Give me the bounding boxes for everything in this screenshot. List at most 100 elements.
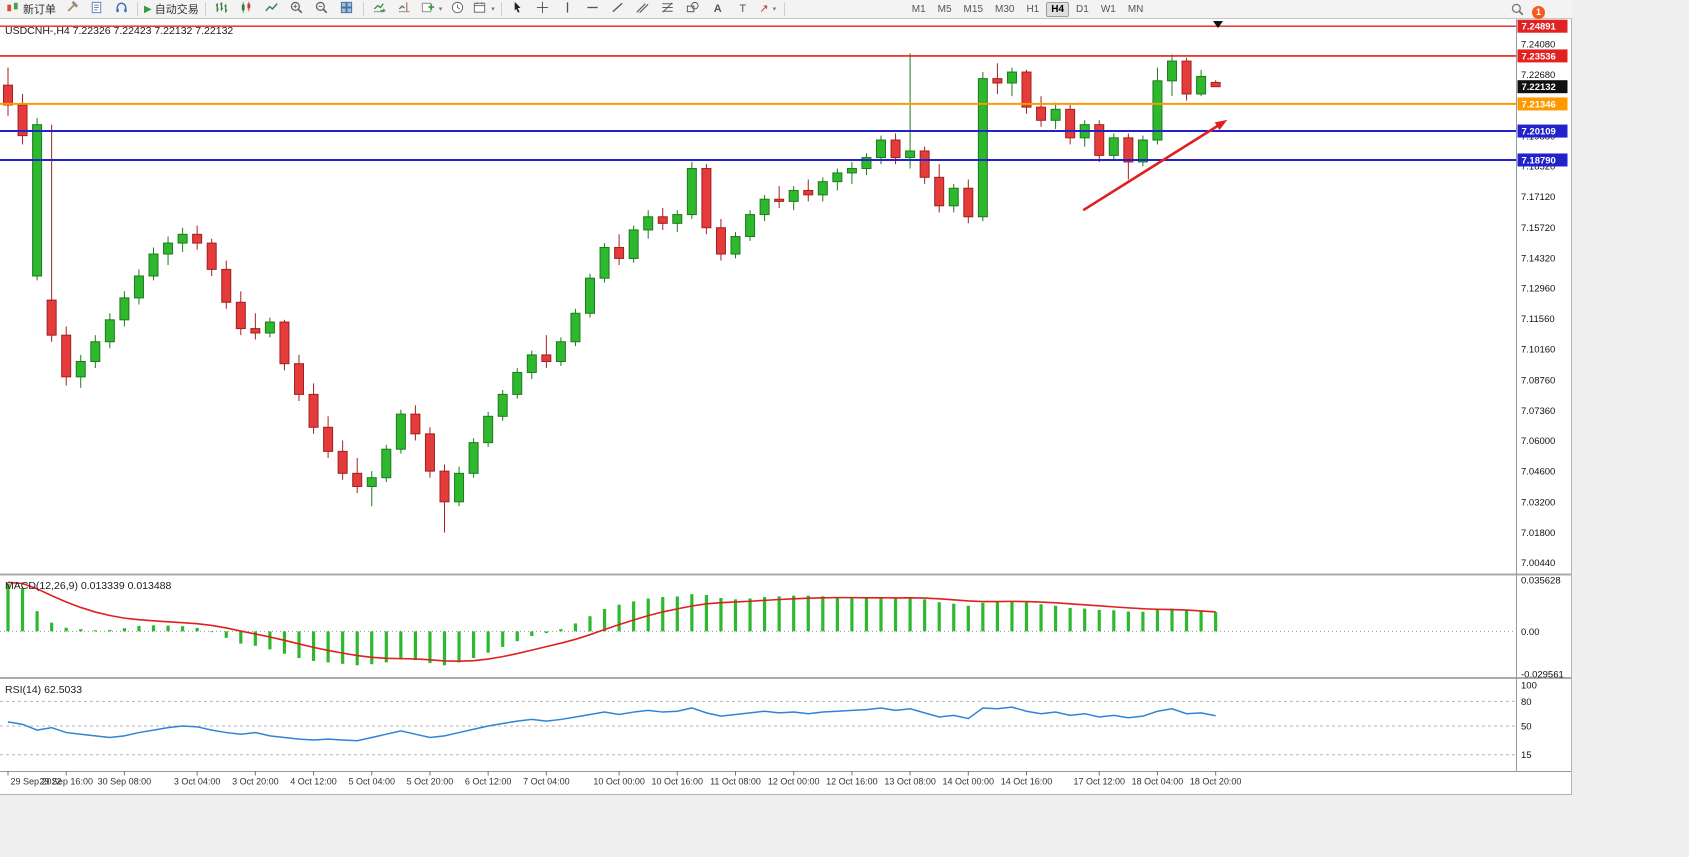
new-order-button[interactable]: 新订单 (3, 1, 58, 18)
svg-text:5 Oct 20:00: 5 Oct 20:00 (407, 777, 454, 787)
hammer-button[interactable] (59, 0, 83, 18)
headset-button[interactable] (109, 1, 133, 18)
timeframe-M1[interactable]: M1 (911, 3, 926, 15)
new-chart-icon (420, 0, 435, 18)
timeframe-M15[interactable]: M15 (963, 3, 983, 15)
svg-text:50: 50 (1521, 722, 1532, 733)
notification-badge[interactable]: 1 (1532, 5, 1545, 19)
svg-text:7.18790: 7.18790 (1522, 155, 1556, 166)
svg-text:4 Oct 12:00: 4 Oct 12:00 (290, 777, 337, 787)
toolbar-right: 1 (1510, 2, 1545, 22)
clock-button[interactable] (445, 1, 469, 18)
svg-text:7.17120: 7.17120 (1521, 192, 1555, 203)
bars-chart-icon (214, 0, 229, 18)
timeframe-H1[interactable]: H1 (1026, 3, 1040, 15)
svg-text:15: 15 (1521, 750, 1532, 761)
chevron-down-icon: ▾ (438, 6, 443, 13)
svg-text:18 Oct 04:00: 18 Oct 04:00 (1132, 777, 1184, 787)
calendar-button[interactable]: ▾ (470, 1, 497, 18)
trendline-icon (610, 0, 625, 18)
svg-text:7.08760: 7.08760 (1521, 375, 1555, 386)
chart-shift-icon (397, 0, 412, 18)
auto-scroll-button[interactable] (368, 1, 392, 18)
svg-text:29 Sep 16:00: 29 Sep 16:00 (39, 777, 93, 787)
svg-text:13 Oct 08:00: 13 Oct 08:00 (884, 777, 936, 787)
shapes-button[interactable] (681, 1, 705, 18)
pane-separators[interactable] (0, 19, 1571, 772)
svg-text:14 Oct 00:00: 14 Oct 00:00 (943, 777, 995, 787)
chart-canvas[interactable]: 7.240807.226807.212807.198807.185207.171… (0, 19, 1571, 794)
arrow-annotation[interactable] (1082, 119, 1228, 212)
autotrading-label: 自动交易 (154, 4, 199, 16)
search-icon[interactable] (1510, 2, 1525, 22)
candlestick-chart-icon (239, 0, 254, 18)
arrows-button[interactable]: ↗ ▾ (756, 1, 780, 18)
channel-button[interactable] (631, 1, 655, 18)
clipboard-button[interactable] (84, 1, 108, 18)
timeframe-D1[interactable]: D1 (1076, 3, 1089, 15)
timeframe-H4[interactable]: H4 (1046, 1, 1070, 17)
price-axis[interactable]: 7.240807.226807.212807.198807.185207.171… (1517, 19, 1568, 762)
toolbar-separator (362, 2, 364, 16)
clock-icon (450, 0, 465, 18)
zoom-out-button[interactable] (310, 1, 334, 18)
price-badge: 7.21346 (1517, 97, 1568, 111)
svg-text:5 Oct 04:00: 5 Oct 04:00 (348, 777, 395, 787)
timeframe-M30[interactable]: M30 (995, 3, 1015, 15)
svg-text:7.06000: 7.06000 (1521, 436, 1555, 447)
svg-text:7.24080: 7.24080 (1521, 39, 1555, 50)
toolbar-separator (500, 2, 502, 16)
line-chart-button[interactable] (260, 1, 284, 18)
trendline-button[interactable] (606, 1, 630, 18)
clipboard-icon (89, 0, 104, 18)
candles-layer (3, 53, 1221, 533)
svg-text:17 Oct 12:00: 17 Oct 12:00 (1073, 777, 1125, 787)
cursor-button[interactable] (506, 1, 530, 18)
crosshair-button[interactable] (531, 1, 555, 18)
text-button[interactable]: A (706, 1, 730, 18)
vertical-line-icon (560, 0, 575, 18)
svg-text:7.20109: 7.20109 (1522, 127, 1556, 138)
hammer-icon (64, 0, 79, 18)
svg-text:12 Oct 16:00: 12 Oct 16:00 (826, 777, 878, 787)
rsi-label: RSI(14) 62.5033 (5, 684, 82, 696)
timeframe-M5[interactable]: M5 (937, 3, 952, 15)
toolbar: 新订单 ▶ 自动交易 ▾ ▾ A T ↗ ▾ M1 M5 M15 M30 H1 H4 D1 W1… (0, 0, 1572, 19)
svg-text:29 Sep 2022: 29 Sep 2022 (10, 777, 61, 787)
symbol-info: USDCNH-,H4 7.22326 7.22423 7.22132 7.221… (5, 25, 233, 37)
price-badge: 7.22132 (1517, 80, 1568, 94)
macd-label: MACD(12,26,9) 0.013339 0.013488 (5, 580, 172, 592)
cursor-icon (510, 0, 525, 18)
candlestick-chart-button[interactable] (235, 1, 259, 18)
tile-windows-button[interactable] (335, 1, 359, 18)
svg-text:3 Oct 04:00: 3 Oct 04:00 (174, 777, 221, 787)
headset-icon (114, 0, 129, 18)
svg-text:7.07360: 7.07360 (1521, 406, 1555, 417)
text-icon: A (713, 2, 722, 15)
horizontal-line-button[interactable] (581, 1, 605, 18)
price-badge: 7.18790 (1517, 153, 1568, 167)
text-label-icon: T (739, 2, 747, 15)
chart-shift-button[interactable] (393, 1, 417, 18)
timeframe-MN[interactable]: MN (1127, 3, 1144, 15)
svg-text:7.15720: 7.15720 (1521, 223, 1555, 234)
chart-window[interactable]: 7.240807.226807.212807.198807.185207.171… (0, 19, 1572, 795)
fibonacci-button[interactable] (656, 1, 680, 18)
bars-chart-button[interactable] (210, 1, 234, 18)
horizontal-lines-layer[interactable] (0, 25, 1516, 161)
svg-text:7.22680: 7.22680 (1521, 70, 1555, 81)
timeframe-W1[interactable]: W1 (1100, 3, 1116, 15)
vertical-line-button[interactable] (556, 1, 580, 18)
chart-shift-marker[interactable] (1213, 21, 1223, 28)
svg-text:7.22132: 7.22132 (1522, 82, 1556, 93)
svg-text:30 Sep 08:00: 30 Sep 08:00 (98, 777, 152, 787)
svg-text:7 Oct 04:00: 7 Oct 04:00 (523, 777, 570, 787)
crosshair-icon (535, 0, 550, 18)
svg-text:7.10160: 7.10160 (1521, 345, 1555, 356)
tile-windows-icon (339, 0, 354, 18)
new-chart-button[interactable]: ▾ (418, 1, 445, 18)
autotrading-button[interactable]: ▶ 自动交易 (142, 1, 201, 18)
zoom-in-button[interactable] (285, 1, 309, 18)
text-label-button[interactable]: T (731, 1, 755, 18)
